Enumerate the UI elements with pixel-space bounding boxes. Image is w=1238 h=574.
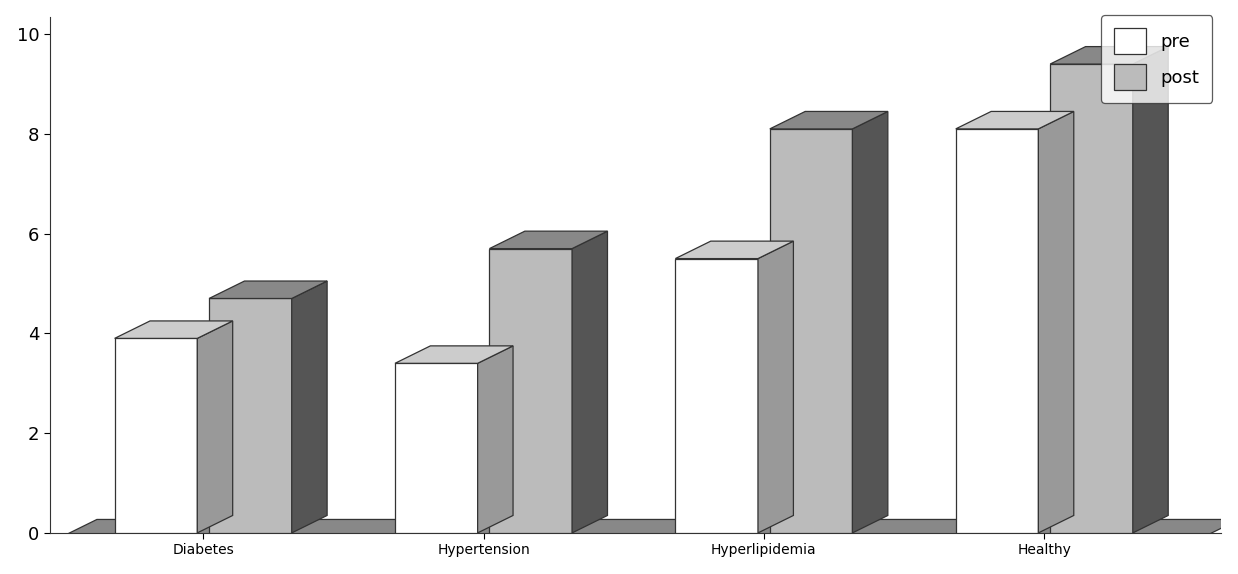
Polygon shape: [209, 281, 327, 298]
Polygon shape: [1050, 46, 1169, 64]
Polygon shape: [770, 111, 888, 129]
Polygon shape: [1133, 46, 1169, 533]
Polygon shape: [1039, 111, 1073, 533]
Polygon shape: [572, 231, 608, 533]
Polygon shape: [956, 129, 1039, 533]
Legend: pre, post: pre, post: [1102, 15, 1212, 103]
Polygon shape: [209, 298, 292, 533]
Polygon shape: [853, 111, 888, 533]
Polygon shape: [115, 339, 197, 533]
Polygon shape: [676, 241, 794, 258]
Polygon shape: [489, 231, 608, 249]
Polygon shape: [1050, 64, 1133, 533]
Polygon shape: [62, 519, 1238, 537]
Polygon shape: [292, 281, 327, 533]
Polygon shape: [676, 258, 758, 533]
Polygon shape: [770, 129, 853, 533]
Polygon shape: [758, 241, 794, 533]
Polygon shape: [478, 346, 513, 533]
Polygon shape: [956, 111, 1073, 129]
Polygon shape: [489, 249, 572, 533]
Polygon shape: [197, 321, 233, 533]
Polygon shape: [115, 321, 233, 339]
Polygon shape: [395, 346, 513, 363]
Polygon shape: [395, 363, 478, 533]
